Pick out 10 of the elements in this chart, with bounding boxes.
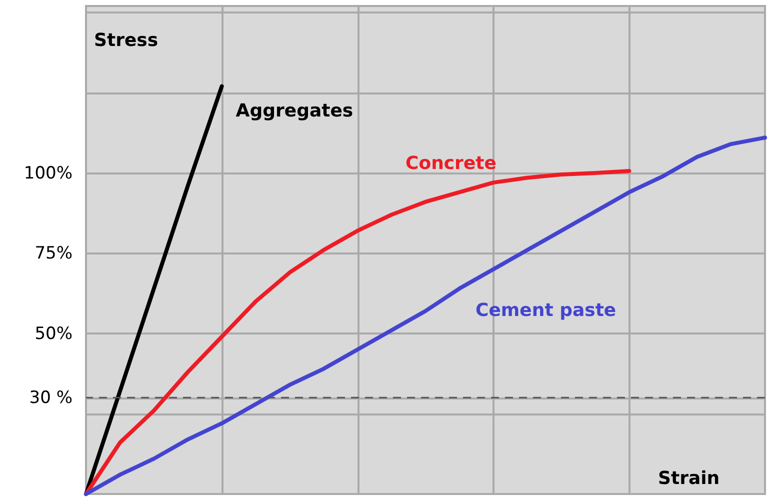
y-tick-label: 100% [24,163,72,184]
y-tick-label: 75% [34,244,72,264]
series-label: Concrete [406,152,496,174]
y-tick-label: 50% [34,324,72,344]
y-tick-label: 30 % [29,388,72,408]
series-label: Cement paste [476,300,616,321]
series-label: Aggregates [236,100,354,122]
x-axis-title: Strain [658,468,720,489]
line-series [84,136,767,496]
y-axis-title: Stress [94,30,158,51]
